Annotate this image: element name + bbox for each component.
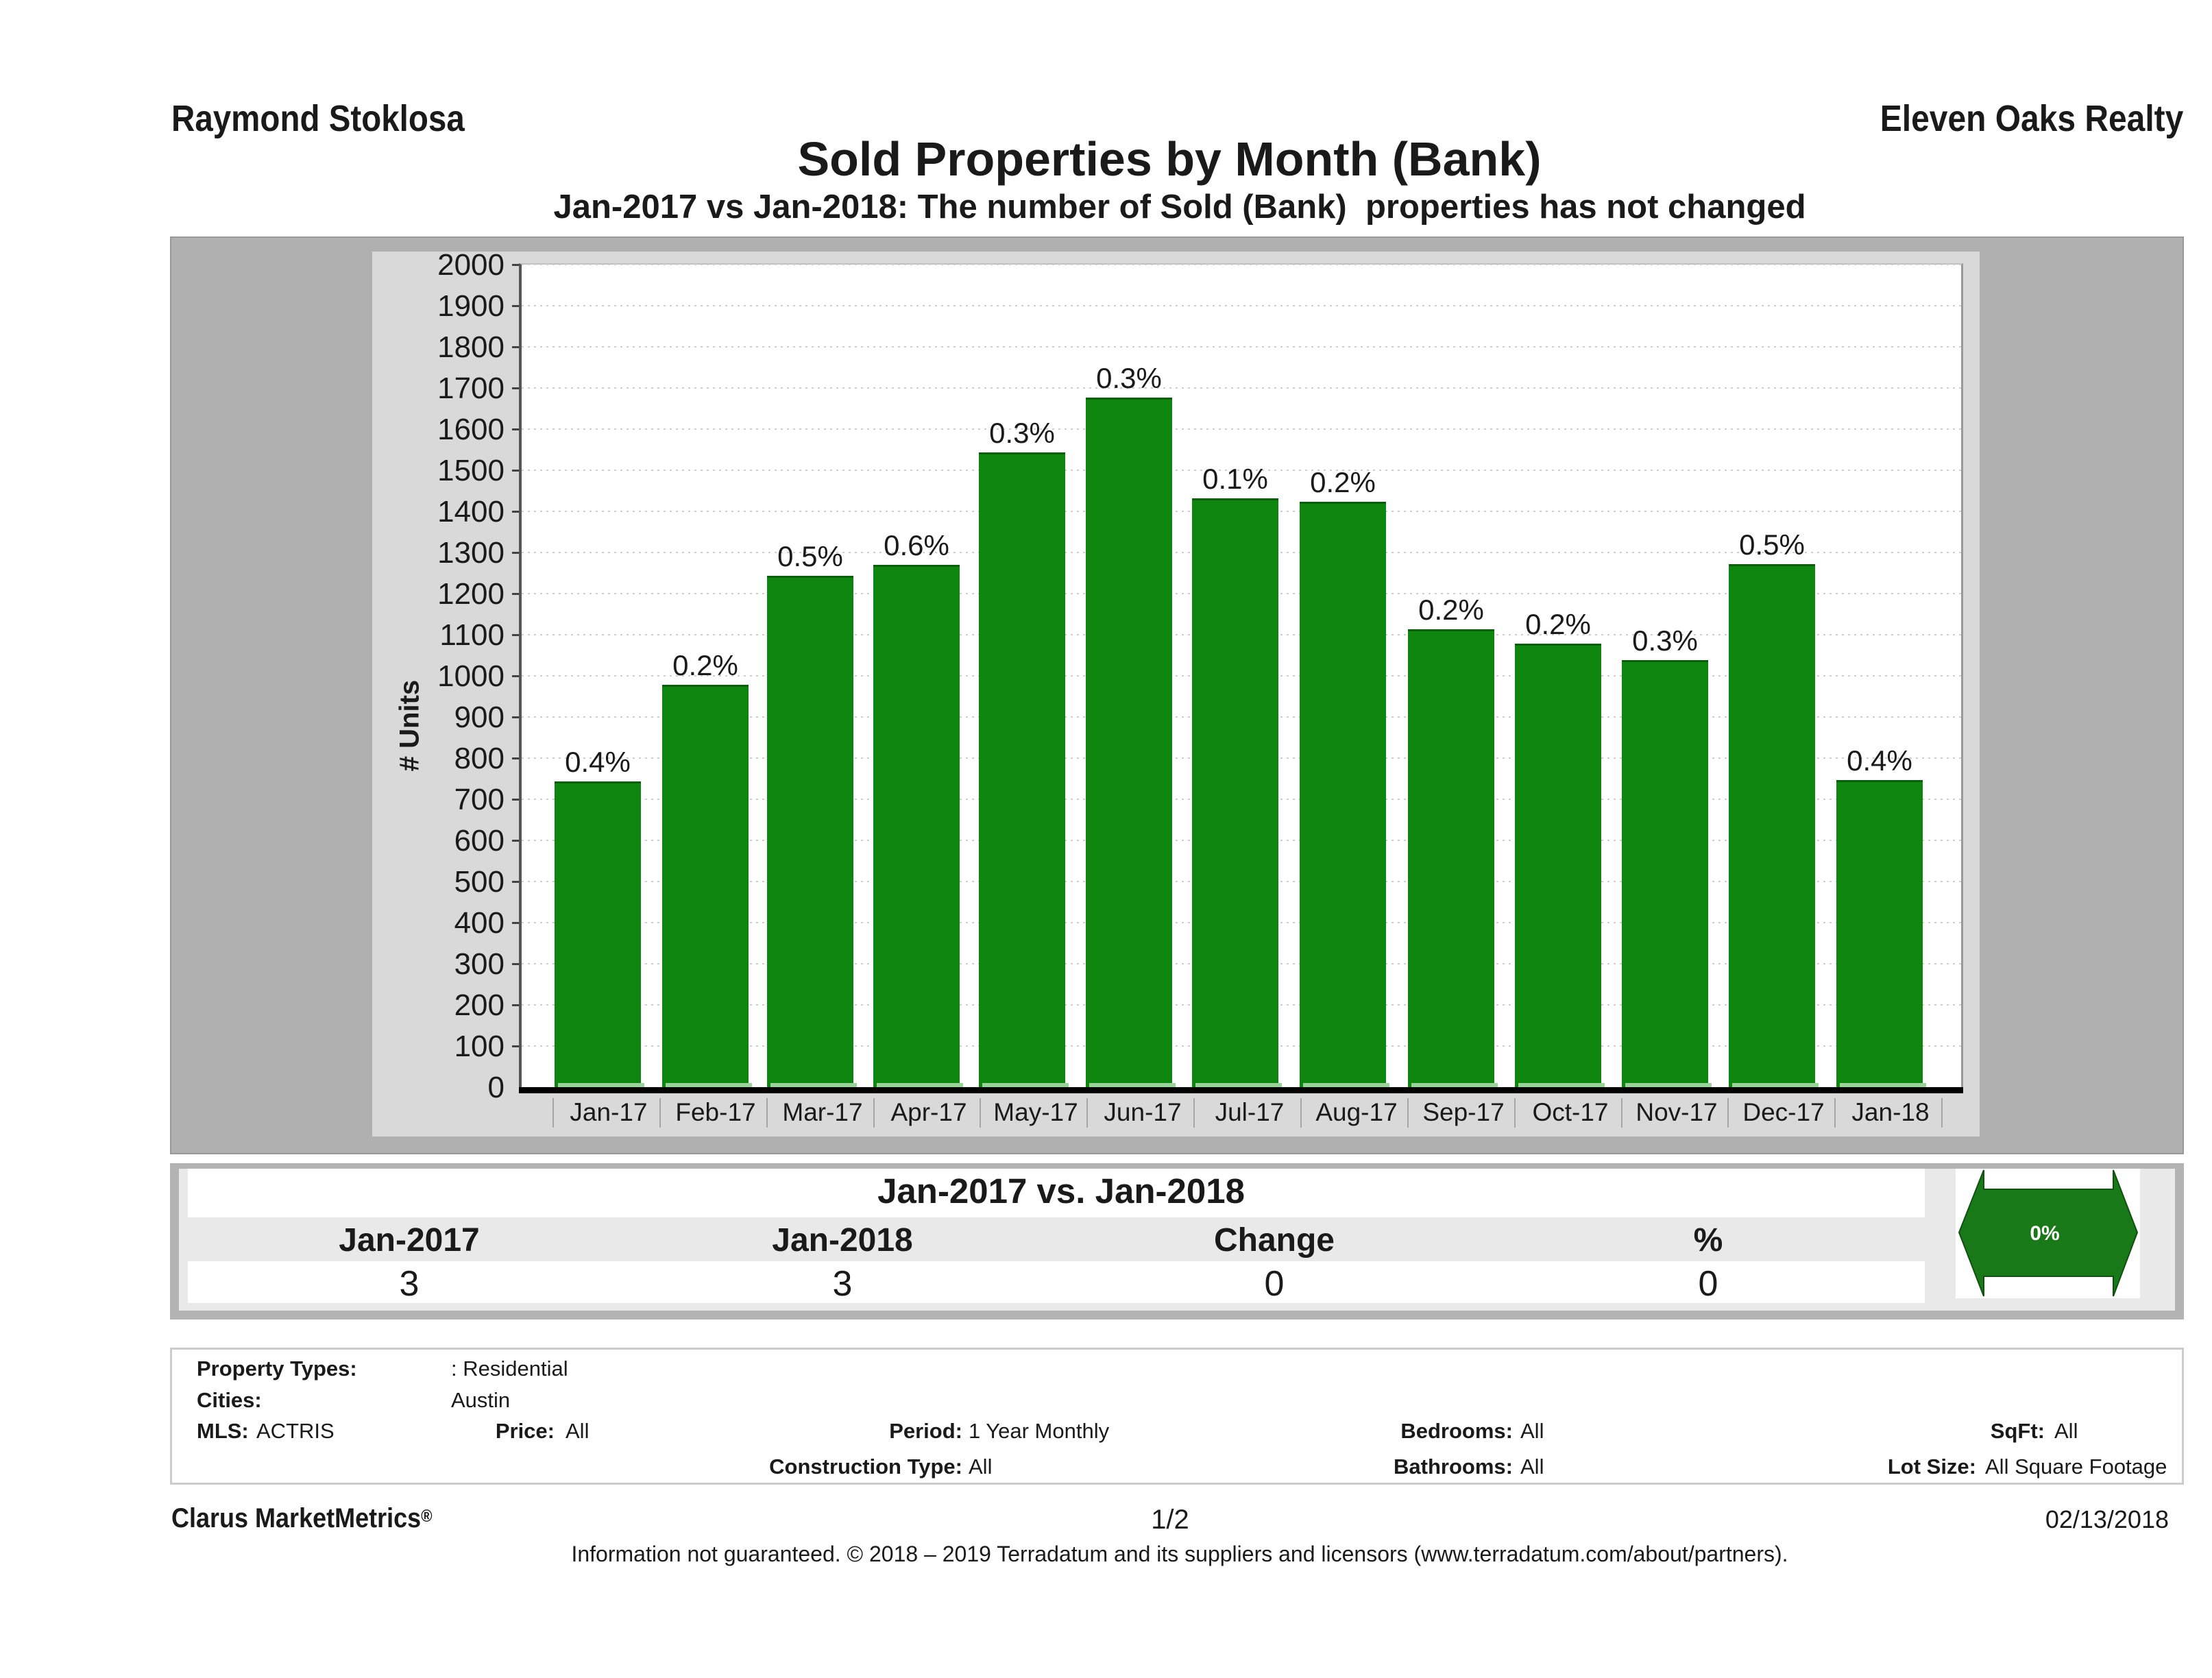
svg-text:0%: 0% xyxy=(2030,1222,2059,1245)
